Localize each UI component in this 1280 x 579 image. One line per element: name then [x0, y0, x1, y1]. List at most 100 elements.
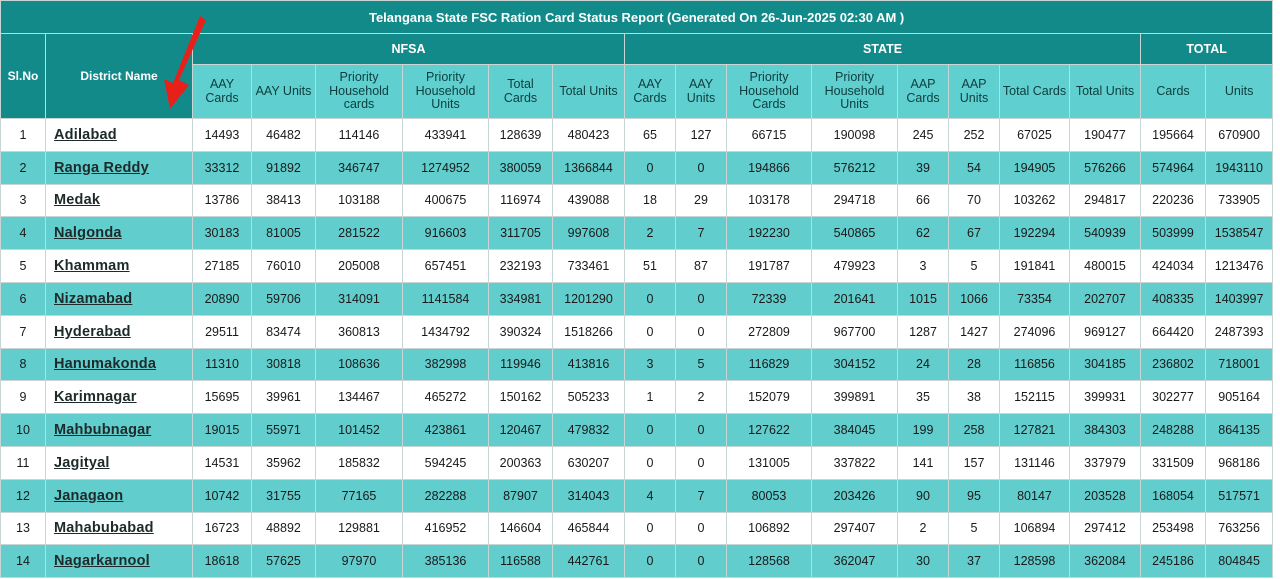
- total-value-cell: 302277: [1140, 380, 1206, 415]
- total-value-cell: 664420: [1140, 314, 1206, 349]
- nfsa-value-cell: 97970: [315, 544, 403, 579]
- state-value-cell: 103178: [726, 183, 812, 218]
- state-value-cell: 191841: [999, 249, 1070, 283]
- total-value-cell: 864135: [1204, 413, 1274, 447]
- nfsa-value-cell: 20890: [192, 281, 252, 316]
- state-subheader: AAY Units: [675, 64, 727, 119]
- district-link[interactable]: Nagarkarnool: [54, 553, 150, 570]
- district-link[interactable]: Mahbubnagar: [54, 422, 152, 439]
- nfsa-value-cell: 83474: [251, 314, 316, 349]
- district-link[interactable]: Adilabad: [54, 126, 117, 143]
- state-value-cell: 38: [948, 380, 1000, 415]
- district-link[interactable]: Medak: [54, 192, 101, 209]
- total-value-cell: 968186: [1204, 445, 1274, 480]
- district-cell: Ranga Reddy: [45, 150, 193, 185]
- state-value-cell: 80147: [999, 478, 1070, 513]
- table-row: 5 Khammam 27185 76010 205008 657451 232193 7334…: [0, 249, 1274, 283]
- nfsa-value-cell: 594245: [402, 445, 489, 480]
- state-value-cell: 5: [948, 249, 1000, 283]
- nfsa-value-cell: 77165: [315, 478, 403, 513]
- nfsa-value-cell: 479832: [552, 413, 625, 447]
- state-value-cell: 72339: [726, 281, 812, 316]
- state-value-cell: 116829: [726, 347, 812, 382]
- total-value-cell: 220236: [1140, 183, 1206, 218]
- district-cell: Nalgonda: [45, 216, 193, 251]
- district-link[interactable]: Hanumakonda: [54, 356, 157, 373]
- nfsa-value-cell: 15695: [192, 380, 252, 415]
- district-link[interactable]: Khammam: [54, 258, 130, 275]
- state-value-cell: 0: [624, 511, 676, 546]
- nfsa-value-cell: 413816: [552, 347, 625, 382]
- nfsa-value-cell: 103188: [315, 183, 403, 218]
- district-link[interactable]: Mahabubabad: [54, 520, 154, 537]
- state-value-cell: 297412: [1069, 511, 1141, 546]
- total-value-cell: 1538547: [1204, 216, 1274, 251]
- nfsa-value-cell: 108636: [315, 347, 403, 382]
- state-value-cell: 362084: [1069, 544, 1141, 579]
- nfsa-value-cell: 14493: [192, 118, 252, 152]
- district-link[interactable]: Karimnagar: [54, 389, 137, 406]
- slno-header: Sl.No: [0, 33, 46, 119]
- slno-cell: 3: [0, 183, 46, 218]
- state-value-cell: 87: [675, 249, 727, 283]
- nfsa-value-cell: 505233: [552, 380, 625, 415]
- district-link[interactable]: Jagityal: [54, 454, 110, 471]
- district-link[interactable]: Nalgonda: [54, 225, 122, 242]
- state-subheader: Priority Household Units: [811, 64, 898, 119]
- state-value-cell: 116856: [999, 347, 1070, 382]
- district-link[interactable]: Janagaon: [54, 487, 124, 504]
- state-value-cell: 192230: [726, 216, 812, 251]
- nfsa-value-cell: 480423: [552, 118, 625, 152]
- state-value-cell: 337979: [1069, 445, 1141, 480]
- table-row: 3 Medak 13786 38413 103188 400675 116974 439088…: [0, 183, 1274, 218]
- district-cell: Jagityal: [45, 445, 193, 480]
- nfsa-value-cell: 38413: [251, 183, 316, 218]
- nfsa-value-cell: 114146: [315, 118, 403, 152]
- table-row: 13 Mahabubabad 16723 48892 129881 416952 14660…: [0, 511, 1274, 546]
- district-link[interactable]: Nizamabad: [54, 290, 133, 307]
- nfsa-value-cell: 19015: [192, 413, 252, 447]
- nfsa-value-cell: 14531: [192, 445, 252, 480]
- nfsa-value-cell: 30818: [251, 347, 316, 382]
- state-value-cell: 0: [675, 511, 727, 546]
- slno-cell: 14: [0, 544, 46, 579]
- total-subheader: Cards: [1140, 64, 1206, 119]
- state-value-cell: 73354: [999, 281, 1070, 316]
- nfsa-group-header: NFSA: [192, 33, 625, 65]
- total-value-cell: 517571: [1204, 478, 1274, 513]
- state-value-cell: 190477: [1069, 118, 1141, 152]
- state-value-cell: 7: [675, 216, 727, 251]
- state-value-cell: 304152: [811, 347, 898, 382]
- district-link[interactable]: Ranga Reddy: [54, 159, 149, 176]
- nfsa-value-cell: 76010: [251, 249, 316, 283]
- state-value-cell: 540865: [811, 216, 898, 251]
- nfsa-value-cell: 33312: [192, 150, 252, 185]
- total-value-cell: 905164: [1204, 380, 1274, 415]
- nfsa-value-cell: 385136: [402, 544, 489, 579]
- state-value-cell: 67025: [999, 118, 1070, 152]
- table-row: 1 Adilabad 14493 46482 114146 433941 128639 480…: [0, 118, 1274, 152]
- slno-cell: 5: [0, 249, 46, 283]
- state-subheader: AAY Cards: [624, 64, 676, 119]
- nfsa-value-cell: 1434792: [402, 314, 489, 349]
- nfsa-value-cell: 91892: [251, 150, 316, 185]
- state-value-cell: 28: [948, 347, 1000, 382]
- nfsa-value-cell: 18618: [192, 544, 252, 579]
- state-value-cell: 80053: [726, 478, 812, 513]
- nfsa-value-cell: 1518266: [552, 314, 625, 349]
- district-link[interactable]: Hyderabad: [54, 323, 131, 340]
- state-value-cell: 337822: [811, 445, 898, 480]
- state-value-cell: 62: [897, 216, 949, 251]
- state-value-cell: 0: [624, 544, 676, 579]
- nfsa-value-cell: 30183: [192, 216, 252, 251]
- nfsa-value-cell: 423861: [402, 413, 489, 447]
- table-row: 6 Nizamabad 20890 59706 314091 1141584 334981 1…: [0, 281, 1274, 316]
- slno-cell: 10: [0, 413, 46, 447]
- district-cell: Medak: [45, 183, 193, 218]
- nfsa-value-cell: 150162: [488, 380, 553, 415]
- nfsa-value-cell: 16723: [192, 511, 252, 546]
- state-value-cell: 576266: [1069, 150, 1141, 185]
- nfsa-subheader: Total Units: [552, 64, 625, 119]
- state-value-cell: 131146: [999, 445, 1070, 480]
